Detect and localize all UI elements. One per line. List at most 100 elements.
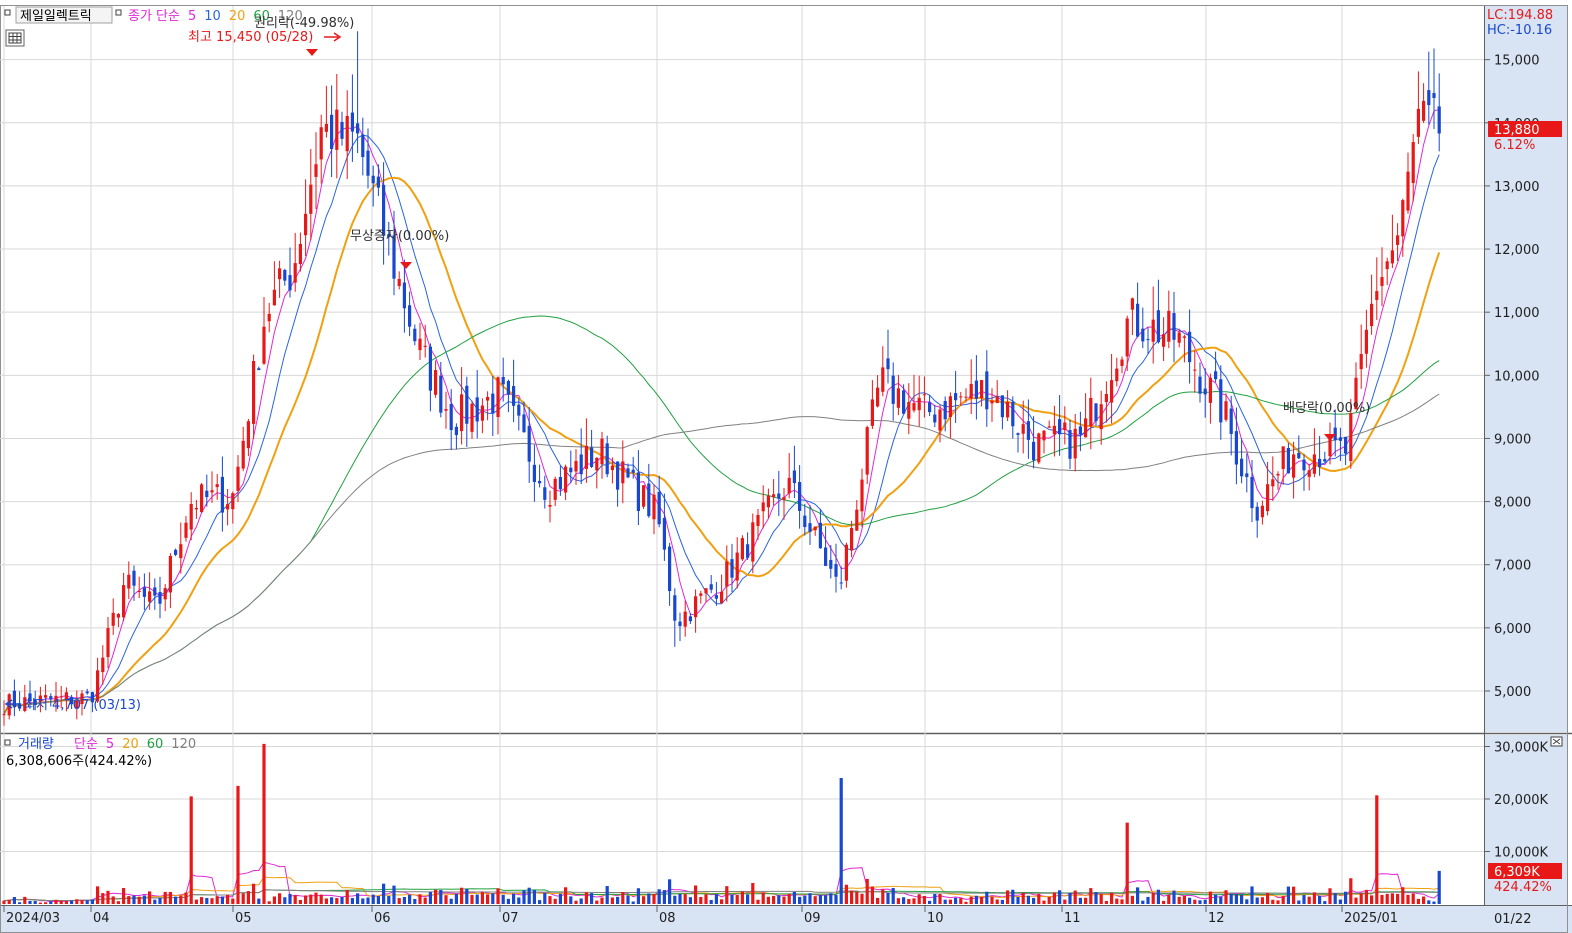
- candle-body: [1396, 235, 1400, 245]
- candle-body: [668, 546, 672, 592]
- candle-body: [610, 465, 614, 471]
- volume-bar: [392, 885, 396, 904]
- time-tick-label: 07: [502, 911, 519, 926]
- volume-bar: [298, 899, 302, 904]
- candle-body: [106, 628, 110, 658]
- candle-body: [64, 692, 68, 701]
- volume-bar: [189, 796, 193, 904]
- candle-body: [855, 509, 859, 531]
- candle-body: [616, 461, 620, 490]
- volume-bar: [480, 892, 484, 904]
- volume-bar: [215, 896, 219, 904]
- volume-bar: [200, 897, 204, 904]
- volume-bar: [226, 894, 230, 904]
- volume-bar: [184, 892, 188, 904]
- volume-bar: [891, 888, 895, 904]
- ma-legend-marker: [115, 9, 122, 16]
- candle-body: [283, 269, 287, 281]
- volume-bar: [1172, 890, 1176, 904]
- candle-body: [1156, 310, 1160, 343]
- volume-bar: [912, 898, 916, 904]
- volume-bar: [85, 900, 89, 904]
- candle-body: [652, 494, 656, 520]
- bonus-issue-label: 무상증자(0.00%): [350, 229, 449, 244]
- candle-body: [1021, 424, 1025, 434]
- candle-body: [558, 476, 562, 490]
- volume-bar: [1411, 893, 1415, 904]
- candle-body: [917, 397, 921, 411]
- volume-bar: [506, 898, 510, 904]
- volume-bar: [1266, 893, 1270, 904]
- candle-body: [948, 396, 952, 417]
- volume-bar: [496, 888, 500, 904]
- candle-body: [382, 184, 386, 236]
- volume-tick-label: 30,000K: [1494, 741, 1548, 756]
- candle-body: [1411, 142, 1415, 184]
- candle-body: [298, 243, 302, 265]
- candle-body: [215, 484, 219, 488]
- legend-marker: [4, 9, 11, 16]
- volume-bar: [1276, 900, 1280, 904]
- volume-bar: [839, 778, 843, 904]
- volume-bar: [844, 884, 848, 904]
- volume-bar: [90, 899, 94, 904]
- volume-bar: [1260, 897, 1264, 904]
- candle-body: [460, 394, 464, 432]
- current-price: 13,880: [1494, 123, 1540, 138]
- volume-bar: [850, 890, 854, 904]
- volume-bar: [808, 893, 812, 904]
- volume-bar: [964, 901, 968, 904]
- volume-bar: [1042, 900, 1046, 904]
- volume-bar: [241, 893, 245, 904]
- candle-body: [751, 522, 755, 562]
- candle-body: [1406, 171, 1410, 211]
- candle-body: [96, 670, 100, 702]
- candle-body: [746, 544, 750, 558]
- candle-body: [361, 134, 365, 158]
- ma-legend[interactable]: 종가 단순 5 10 20 60 120: [128, 9, 303, 24]
- candle-body: [314, 164, 318, 177]
- candle-body: [132, 570, 136, 586]
- candle-body: [1177, 332, 1181, 343]
- candle-body: [678, 621, 682, 627]
- candle-body: [699, 593, 703, 596]
- candle-body: [449, 403, 453, 431]
- candle-body: [1224, 401, 1228, 420]
- volume-bar: [527, 887, 531, 904]
- candle-body: [257, 368, 261, 371]
- volume-bar: [761, 892, 765, 904]
- volume-ma-legend[interactable]: 단순 5 20 60 120: [74, 737, 196, 752]
- candle-body: [860, 479, 864, 512]
- table-toggle-button[interactable]: [5, 29, 25, 47]
- candle-body: [766, 495, 770, 508]
- candle-body: [85, 691, 89, 694]
- candle-body: [974, 380, 978, 399]
- volume-bar: [558, 893, 562, 904]
- candle-body: [803, 515, 807, 528]
- volume-bar: [881, 889, 885, 904]
- volume-bar: [252, 883, 256, 904]
- volume-bar: [662, 890, 666, 904]
- volume-bar: [1370, 895, 1374, 904]
- volume-bar: [917, 894, 921, 904]
- volume-bar: [434, 889, 438, 904]
- volume-bar: [610, 897, 614, 904]
- candle-body: [444, 409, 448, 411]
- volume-bar: [668, 879, 672, 904]
- volume-bar: [96, 886, 100, 904]
- volume-bar: [579, 898, 583, 904]
- volume-bar: [366, 897, 370, 904]
- candle-body: [740, 538, 744, 560]
- candle-body: [839, 582, 843, 584]
- volume-bar: [1115, 898, 1119, 904]
- volume-bar: [564, 887, 568, 904]
- candle-body: [470, 403, 474, 432]
- volume-bar: [1234, 894, 1238, 904]
- candle-body: [1219, 379, 1223, 423]
- volume-bar: [1125, 822, 1129, 904]
- candle-body: [408, 305, 412, 327]
- candle-body: [288, 275, 292, 291]
- stock-name-box[interactable]: [15, 6, 113, 24]
- candle-body: [938, 409, 942, 431]
